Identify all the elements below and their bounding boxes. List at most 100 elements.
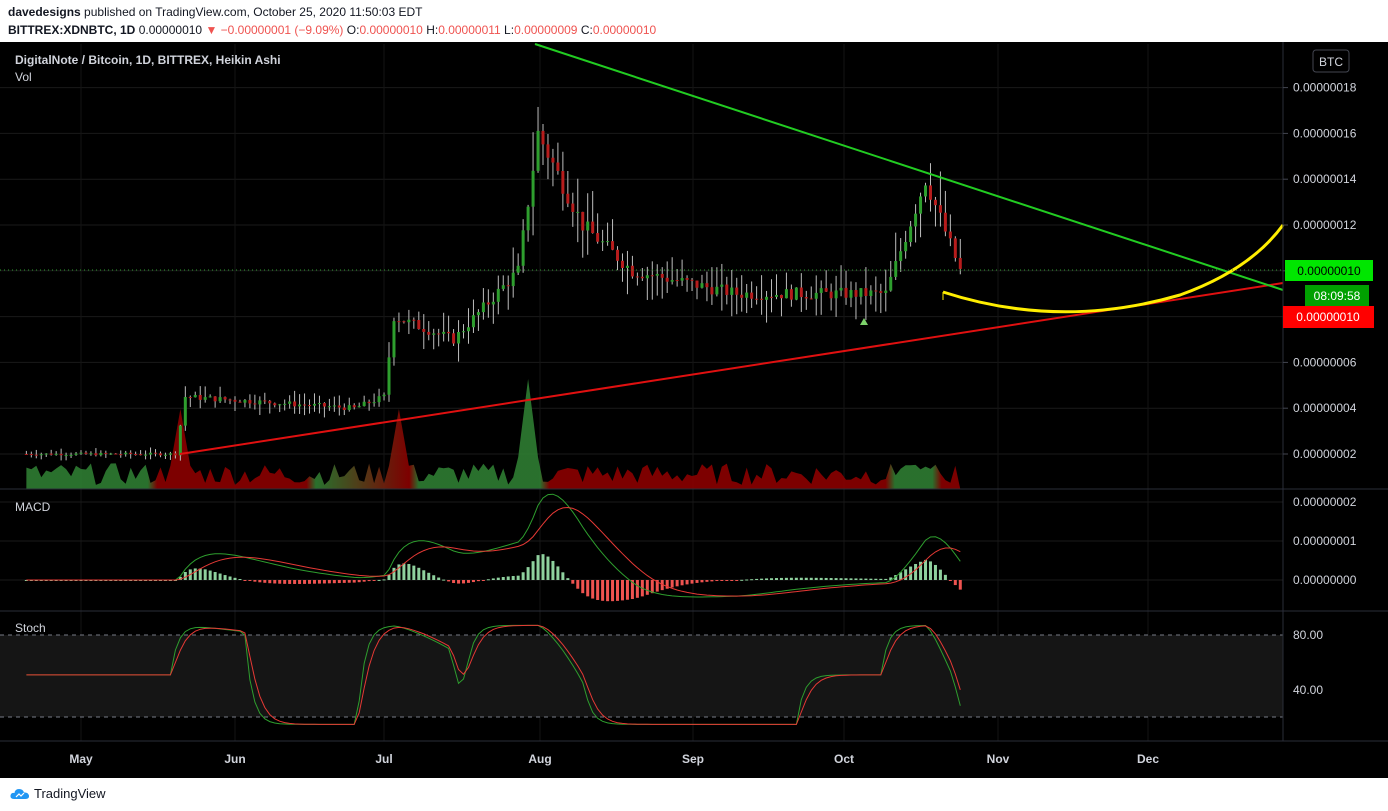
candle-body (447, 331, 451, 334)
candle-body (29, 454, 33, 456)
macd-histogram-bar (814, 577, 818, 580)
stoch-pane[interactable]: Stoch (0, 610, 1388, 725)
last-price: 0.00000010 (138, 23, 203, 37)
stoch-tick-label: 40.00 (1293, 683, 1323, 697)
macd-histogram-bar (258, 580, 262, 583)
candle-body (924, 185, 928, 197)
macd-histogram-bar (382, 579, 386, 581)
macd-histogram-bar (561, 572, 565, 580)
publish-line: davedesigns published on TradingView.com… (8, 5, 422, 19)
macd-histogram-bar (869, 578, 873, 580)
candle-body (149, 452, 153, 455)
macd-pane[interactable]: MACD (0, 488, 1388, 602)
tradingview-logo[interactable]: TradingView (10, 786, 106, 801)
candle-body (566, 193, 570, 204)
candle-body (928, 185, 932, 200)
chart-title-legend[interactable]: DigitalNote / Bitcoin, 1D, BITTREX, Heik… (15, 53, 281, 67)
candle-body (794, 287, 798, 300)
time-scale[interactable]: May Jun Jul Aug Sep Oct Nov Dec (0, 740, 1388, 766)
candle-body (457, 331, 461, 344)
currency-badge[interactable] (1312, 49, 1350, 73)
green-resistance-trendline[interactable] (534, 43, 1284, 291)
macd-histogram-bar (720, 580, 724, 581)
candle-body (437, 333, 441, 335)
macd-histogram-bar (601, 580, 605, 601)
macd-histogram-bar (730, 580, 734, 581)
candle-body (874, 290, 878, 292)
chart-canvas[interactable]: DigitalNote / Bitcoin, 1D, BITTREX, Heik… (0, 42, 1388, 778)
last-price-badge (1285, 260, 1373, 281)
macd-histogram-bar (809, 577, 813, 580)
macd-histogram-bar (407, 564, 411, 580)
macd-histogram-bar (471, 580, 475, 583)
candle-body (889, 276, 893, 291)
macd-histogram-bar (238, 578, 242, 580)
macd-tick-label: 0.00000002 (1293, 495, 1357, 509)
macd-histogram-bar (491, 578, 495, 580)
macd-histogram-bar (357, 580, 361, 583)
macd-histogram-bar (392, 567, 396, 580)
candle-body (750, 292, 754, 299)
candle-body (178, 425, 182, 456)
candle-body (680, 278, 684, 281)
macd-histogram-bar (864, 578, 868, 580)
macd-histogram-bar (278, 580, 282, 584)
macd-histogram-bar (943, 574, 947, 580)
candle-body (283, 403, 287, 405)
volume-area (26, 379, 961, 489)
macd-histogram-bar (437, 577, 441, 580)
macd-histogram-bar (481, 580, 485, 581)
candle-body (273, 403, 277, 406)
macd-histogram-bar (243, 580, 247, 581)
macd-histogram-bar (218, 573, 222, 580)
candle-body (407, 319, 411, 323)
macd-histogram-bar (586, 580, 590, 597)
low-value: 0.00000009 (514, 23, 578, 37)
macd-histogram-bar (571, 580, 575, 584)
macd-histogram-bar (327, 580, 331, 584)
candle-body (765, 296, 769, 300)
candle-body (303, 404, 307, 406)
macd-histogram-bar (933, 564, 937, 580)
macd-histogram-bar (367, 580, 371, 582)
yellow-curve-drawing[interactable] (942, 224, 1285, 314)
macd-legend[interactable]: MACD (15, 500, 51, 514)
candle-body (362, 401, 366, 407)
candle-body (243, 400, 247, 403)
candle-body (203, 397, 207, 400)
price-pane[interactable]: DigitalNote / Bitcoin, 1D, BITTREX, Heik… (0, 43, 1285, 741)
candle-body (392, 321, 396, 358)
price-scale[interactable]: BTC 0.00000002 0.00000004 0.00000006 0.0000… (1282, 42, 1374, 741)
candle-body (278, 404, 282, 406)
time-tick-label: Sep (682, 752, 704, 766)
candle-body (99, 452, 103, 456)
candle-body (884, 290, 888, 293)
macd-histogram-bar (298, 580, 302, 584)
macd-histogram-bar (442, 579, 446, 581)
stoch-tick-labels: 40.00 80.00 (1293, 628, 1323, 697)
macd-histogram-bar (223, 575, 227, 580)
macd-histogram-bar (452, 580, 456, 584)
time-tick-label: Aug (528, 752, 551, 766)
macd-histogram-bar (616, 580, 620, 601)
stoch-legend[interactable]: Stoch (15, 621, 46, 635)
candle-body (397, 321, 401, 323)
candle-body (218, 397, 222, 402)
candle-body (859, 288, 863, 297)
candle-body (248, 400, 252, 404)
candle-body (432, 333, 436, 335)
macd-histogram-bar (273, 580, 277, 584)
high-label: H: (426, 23, 439, 37)
candle-body (814, 292, 818, 299)
volume-legend[interactable]: Vol (15, 70, 32, 84)
candles[interactable] (24, 106, 962, 461)
candle-body (427, 331, 431, 335)
candle-body (233, 399, 237, 402)
macd-histogram-bar (183, 571, 187, 580)
candle-body (725, 284, 729, 295)
candle-body (581, 211, 585, 231)
candle-body (760, 298, 764, 300)
candle-body (933, 199, 937, 206)
macd-histogram-bar (332, 580, 336, 584)
publisher-name[interactable]: davedesigns (8, 5, 81, 19)
